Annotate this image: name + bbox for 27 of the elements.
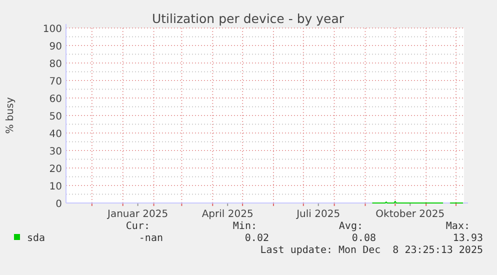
y-tick-label: 50 xyxy=(49,112,62,122)
text: 0.08 xyxy=(352,233,376,244)
text: 13.93 xyxy=(452,233,483,244)
y-tick-label: 0 xyxy=(56,199,62,210)
x-tick-label: Juli 2025 xyxy=(296,209,340,220)
text: Last update: Mon Dec 8 23:25:13 2025 xyxy=(260,245,483,256)
y-tick-label: 90 xyxy=(49,42,62,52)
x-tick-label: April 2025 xyxy=(202,209,254,220)
y-tick-label: 40 xyxy=(49,129,62,140)
y-tick-label: 20 xyxy=(49,164,62,175)
text: 0.02 xyxy=(244,233,269,244)
x-tick-label: Oktober 2025 xyxy=(376,209,445,220)
text: Max: xyxy=(446,221,470,232)
text: Cur: xyxy=(126,221,150,232)
y-axis-title: % busy xyxy=(5,97,16,134)
text: Min: xyxy=(232,221,257,232)
text: -nan xyxy=(138,233,163,244)
x-tick-label: Januar 2025 xyxy=(106,209,168,220)
text: Avg: xyxy=(338,221,363,232)
y-tick-label: 10 xyxy=(49,182,62,192)
chart-title: Utilization per device - by year xyxy=(152,11,345,26)
y-tick-label: 30 xyxy=(49,146,62,158)
y-tick-label: 80 xyxy=(49,59,62,70)
legend-label: sda xyxy=(27,233,46,244)
y-tick-label: 60 xyxy=(49,94,62,105)
y-tick-label: 100 xyxy=(42,24,62,35)
y-tick-label: 70 xyxy=(49,76,62,88)
